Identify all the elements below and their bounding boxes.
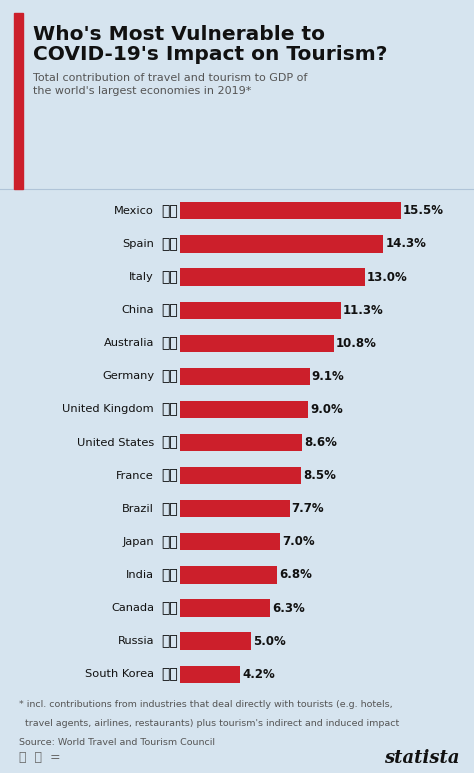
Text: 🇲🇽: 🇲🇽	[161, 204, 178, 218]
Text: 14.3%: 14.3%	[386, 237, 427, 250]
Text: Germany: Germany	[102, 371, 154, 381]
Bar	[180, 632, 251, 649]
Text: 🇫🇷: 🇫🇷	[161, 468, 178, 482]
Text: 🇩🇪: 🇩🇪	[161, 369, 178, 383]
Bar	[180, 301, 341, 318]
Text: South Korea: South Korea	[85, 669, 154, 679]
Bar	[180, 203, 401, 220]
Text: United States: United States	[77, 438, 154, 448]
Text: Mexico: Mexico	[114, 206, 154, 216]
Text: 🇯🇵: 🇯🇵	[161, 535, 178, 549]
Text: 7.0%: 7.0%	[282, 536, 314, 548]
Text: United Kingdom: United Kingdom	[63, 404, 154, 414]
Text: 🇨🇳: 🇨🇳	[161, 303, 178, 317]
Bar	[180, 500, 290, 517]
Text: 8.5%: 8.5%	[303, 469, 336, 482]
Bar	[180, 368, 310, 385]
Text: statista: statista	[384, 749, 460, 767]
Text: 7.7%: 7.7%	[292, 502, 324, 516]
Text: 🇮🇳: 🇮🇳	[161, 568, 178, 582]
Text: France: France	[116, 471, 154, 481]
Text: Who's Most Vulnerable to: Who's Most Vulnerable to	[33, 25, 325, 44]
Bar	[180, 434, 302, 451]
Bar	[180, 236, 383, 253]
Text: 6.3%: 6.3%	[272, 601, 305, 615]
Text: 🇮🇹: 🇮🇹	[161, 270, 178, 284]
Text: 🇷🇺: 🇷🇺	[161, 634, 178, 648]
Bar	[180, 533, 280, 550]
Text: 13.0%: 13.0%	[367, 271, 408, 284]
Text: 11.3%: 11.3%	[343, 304, 383, 317]
Text: Russia: Russia	[118, 636, 154, 646]
Text: Brazil: Brazil	[122, 504, 154, 514]
Text: Total contribution of travel and tourism to GDP of
the world's largest economies: Total contribution of travel and tourism…	[33, 73, 308, 96]
Bar	[180, 467, 301, 484]
Text: Canada: Canada	[111, 603, 154, 613]
Text: 🇪🇸: 🇪🇸	[161, 237, 178, 251]
Text: 🇧🇷: 🇧🇷	[161, 502, 178, 516]
Text: ⓒ  ⓘ  =: ⓒ ⓘ =	[19, 751, 61, 764]
Text: 🇦🇺: 🇦🇺	[161, 336, 178, 350]
Text: Italy: Italy	[129, 272, 154, 282]
Bar	[180, 268, 365, 286]
Text: India: India	[126, 570, 154, 580]
Text: 9.0%: 9.0%	[310, 403, 343, 416]
Text: 🇰🇷: 🇰🇷	[161, 667, 178, 681]
Text: 8.6%: 8.6%	[304, 436, 337, 449]
Text: 🇺🇸: 🇺🇸	[161, 435, 178, 450]
Text: 9.1%: 9.1%	[311, 369, 345, 383]
Text: China: China	[121, 305, 154, 315]
Bar	[180, 567, 277, 584]
Text: 10.8%: 10.8%	[336, 337, 377, 349]
Text: 🇨🇦: 🇨🇦	[161, 601, 178, 615]
Bar	[180, 335, 334, 352]
Bar	[180, 401, 308, 418]
Text: Source: World Travel and Tourism Council: Source: World Travel and Tourism Council	[19, 738, 215, 747]
Text: Japan: Japan	[122, 536, 154, 547]
Text: COVID-19's Impact on Tourism?: COVID-19's Impact on Tourism?	[33, 45, 388, 64]
Text: Spain: Spain	[122, 239, 154, 249]
Text: 4.2%: 4.2%	[242, 668, 275, 681]
Text: * incl. contributions from industries that deal directly with tourists (e.g. hot: * incl. contributions from industries th…	[19, 700, 392, 709]
Text: 5.0%: 5.0%	[253, 635, 286, 648]
Text: travel agents, airlines, restaurants) plus tourism's indirect and induced impact: travel agents, airlines, restaurants) pl…	[19, 719, 399, 728]
Text: 🇬🇧: 🇬🇧	[161, 403, 178, 417]
Text: Australia: Australia	[104, 339, 154, 349]
Text: 15.5%: 15.5%	[402, 204, 444, 217]
Bar	[180, 666, 240, 683]
Bar	[180, 599, 270, 617]
Text: 6.8%: 6.8%	[279, 568, 312, 581]
